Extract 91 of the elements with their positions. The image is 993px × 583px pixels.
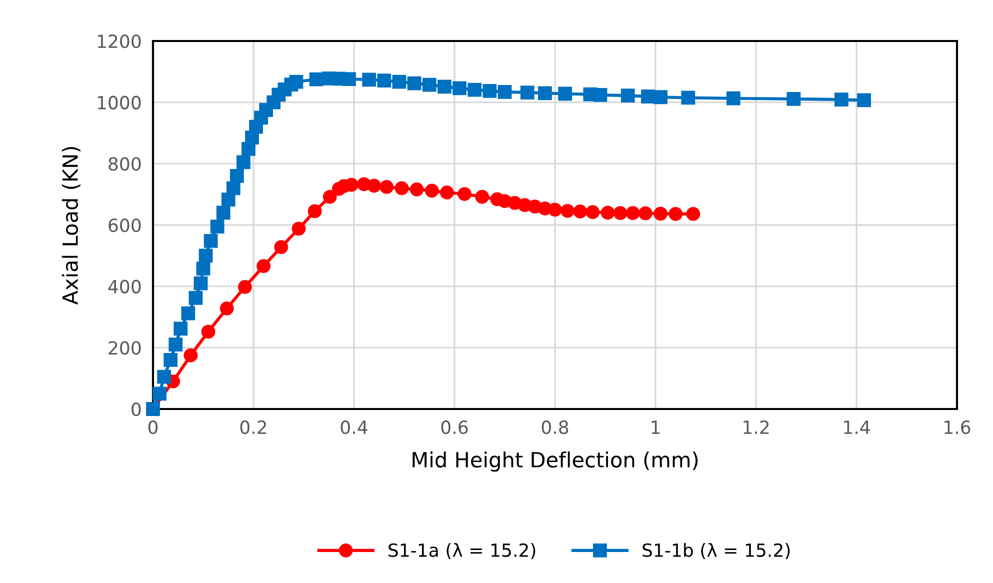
x-tick-label: 1.4: [844, 420, 870, 434]
point: [164, 352, 178, 367]
point: [367, 178, 382, 193]
y-tick-label: 200: [108, 341, 141, 355]
point: [638, 206, 652, 220]
point: [681, 90, 696, 105]
point: [538, 86, 552, 100]
point: [458, 187, 472, 201]
point: [392, 74, 406, 89]
point: [230, 168, 244, 183]
point: [362, 72, 376, 87]
point: [342, 72, 356, 86]
point: [204, 234, 218, 248]
point: [726, 91, 740, 106]
point: [452, 81, 466, 96]
point: [220, 301, 234, 316]
x-tick-label: 0.2: [240, 420, 266, 434]
point: [654, 90, 668, 104]
y-tick-label: 0: [132, 402, 141, 416]
point: [482, 84, 497, 98]
x-tick-label: 0.4: [340, 420, 368, 434]
point: [201, 324, 216, 339]
point: [407, 76, 422, 90]
point: [210, 220, 224, 234]
point: [184, 348, 198, 362]
x-axis-title: Mid Height Deflection (mm): [412, 451, 698, 472]
point: [573, 204, 588, 218]
y-tick-label: 400: [108, 280, 141, 294]
point: [424, 184, 439, 198]
point: [520, 86, 534, 100]
point: [560, 204, 575, 218]
point: [410, 182, 424, 196]
point: [468, 82, 482, 97]
point: [475, 190, 490, 204]
point: [377, 74, 392, 88]
y-axis-title: Axial Load (KN): [62, 146, 80, 305]
point: [834, 92, 848, 107]
point: [274, 240, 288, 254]
point: [194, 276, 208, 290]
point: [380, 180, 394, 194]
point: [198, 248, 213, 263]
point: [558, 86, 572, 101]
point: [422, 78, 436, 92]
legend-label: S1-1b (λ = 15.2): [642, 543, 790, 560]
point: [620, 88, 635, 103]
point: [344, 178, 358, 192]
point: [440, 186, 454, 200]
point: [394, 181, 409, 196]
point: [498, 84, 512, 99]
point: [256, 259, 270, 274]
point: [654, 206, 668, 221]
point: [857, 93, 871, 108]
point: [238, 280, 252, 294]
y-tick-label: 800: [108, 157, 141, 171]
point: [308, 204, 322, 218]
point: [438, 80, 452, 94]
point: [626, 206, 640, 220]
point: [157, 370, 171, 384]
x-tick-label: 1.6: [944, 420, 970, 434]
point: [292, 222, 306, 236]
point: [593, 88, 608, 102]
x-tick-label: 1: [652, 420, 660, 434]
point: [188, 291, 203, 305]
point: [152, 386, 166, 401]
point: [322, 190, 337, 204]
point: [309, 72, 324, 86]
point: [181, 306, 196, 320]
y-tick-label: 1000: [98, 96, 141, 110]
y-tick-label: 600: [108, 218, 141, 232]
point: [289, 74, 304, 89]
x-tick-label: 0.6: [441, 420, 468, 434]
point: [613, 206, 628, 220]
point: [196, 262, 210, 276]
point: [786, 92, 801, 106]
point: [174, 322, 188, 336]
x-tick-label: 0: [148, 420, 158, 434]
point: [686, 207, 700, 221]
x-tick-label: 0.8: [542, 420, 568, 434]
point: [216, 206, 230, 220]
point: [226, 181, 240, 196]
point: [548, 202, 562, 217]
point: [168, 338, 183, 352]
point: [641, 90, 655, 104]
point: [600, 206, 615, 220]
legend-label: S1-1a (λ = 15.2): [388, 543, 536, 560]
point: [668, 207, 683, 221]
point: [236, 155, 250, 170]
point: [586, 205, 600, 220]
point: [221, 192, 236, 206]
y-tick-label: 1200: [98, 34, 141, 48]
x-tick-label: 1.2: [744, 420, 769, 434]
